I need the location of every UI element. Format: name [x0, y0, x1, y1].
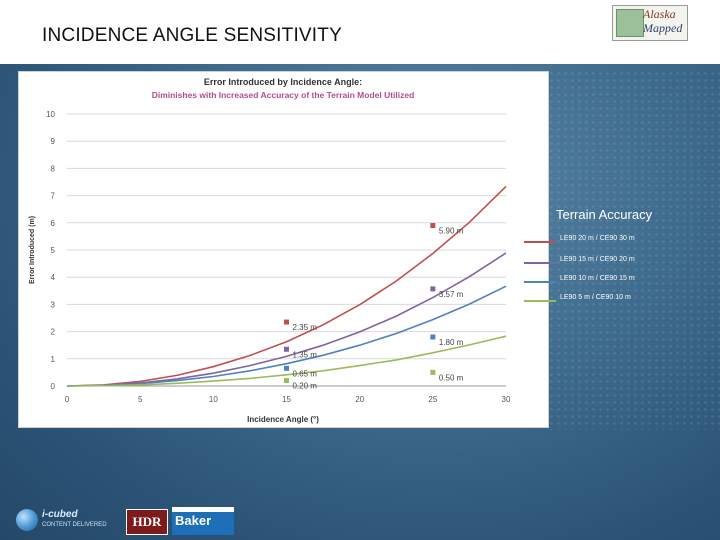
y-tick-label: 5 [51, 246, 56, 255]
chart-subtitle: Diminishes with Increased Accuracy of th… [152, 90, 415, 100]
globe-icon [16, 509, 38, 531]
slide-title: INCIDENCE ANGLE SENSITIVITY [42, 25, 342, 46]
baker-logo: Baker [172, 507, 234, 535]
icubed-tagline: CONTENT DELIVERED [42, 522, 107, 528]
hdr-logo: HDR [126, 509, 168, 535]
chart-title: Error Introduced by Incidence Angle: [204, 77, 362, 87]
x-tick-label: 5 [138, 395, 143, 404]
x-tick-label: 10 [209, 395, 218, 404]
x-tick-label: 25 [428, 395, 437, 404]
chart-panel: 0 1 2 3 4 5 6 7 8 9 10 0 5 10 15 20 25 30 Error Introduced… [18, 71, 549, 428]
y-tick-label: 2 [51, 328, 56, 337]
background-dot-pattern [548, 70, 720, 430]
x-axis-title: Incidence Angle (°) [247, 415, 319, 424]
legend-item: LE90 5 m / CE90 10 m [524, 294, 704, 308]
data-label: 1.35 m [293, 350, 318, 359]
y-tick-label: 7 [51, 192, 56, 201]
series-line [66, 185, 507, 387]
legend-label: LE90 20 m / CE90 30 m [560, 235, 635, 242]
y-tick-label: 8 [51, 164, 56, 173]
series-line [66, 335, 507, 387]
data-label: 1.80 m [439, 338, 464, 347]
map-icon [616, 9, 644, 37]
baker-stripe [172, 507, 234, 512]
legend-item: LE90 15 m / CE90 20 m [524, 256, 704, 270]
legend-label: LE90 5 m / CE90 10 m [560, 294, 631, 301]
data-point [430, 369, 436, 375]
data-point [430, 334, 436, 340]
data-point [430, 286, 436, 292]
baker-logo-text: Baker [175, 513, 212, 528]
legend-swatch [524, 241, 556, 243]
y-tick-label: 0 [51, 382, 56, 391]
icubed-logo: i-cubed CONTENT DELIVERED [16, 507, 116, 535]
legend-item: LE90 10 m / CE90 15 m [524, 275, 704, 289]
logo-text-mapped: Mapped [643, 21, 683, 35]
data-point [284, 378, 289, 384]
y-tick-label: 10 [46, 110, 55, 119]
legend-title: Terrain Accuracy [556, 207, 653, 222]
header-band [0, 0, 720, 64]
y-tick-label: 3 [51, 300, 56, 309]
legend-label: LE90 15 m / CE90 20 m [560, 256, 635, 263]
data-label: 0.50 m [439, 373, 464, 382]
legend-label: LE90 10 m / CE90 15 m [560, 275, 635, 282]
y-tick-label: 4 [51, 273, 56, 282]
series-line [66, 285, 507, 387]
y-tick-label: 6 [51, 219, 56, 228]
data-point [284, 319, 289, 325]
data-label: 5.90 m [439, 227, 464, 236]
alaska-mapped-logo: Alaska Mapped [612, 5, 688, 41]
legend-swatch [524, 262, 556, 264]
chart-svg: 0 1 2 3 4 5 6 7 8 9 10 0 5 10 15 20 25 30 Error Introduced… [29, 77, 511, 424]
legend-item: LE90 20 m / CE90 30 m [524, 235, 704, 249]
data-point [284, 365, 289, 371]
x-tick-label: 20 [355, 395, 364, 404]
icubed-name: i-cubed [42, 509, 78, 520]
data-point [284, 346, 289, 352]
y-tick-label: 1 [51, 355, 56, 364]
data-label: 0.65 m [293, 369, 318, 378]
y-tick-label: 9 [51, 137, 56, 146]
data-label: 3.57 m [439, 290, 464, 299]
legend-swatch [524, 281, 556, 283]
logo-text-alaska: Alaska [643, 7, 676, 21]
y-axis-title: Error Introduced (m) [29, 216, 36, 284]
x-tick-label: 0 [65, 395, 70, 404]
x-tick-label: 15 [282, 395, 291, 404]
data-label: 0.20 m [293, 382, 318, 391]
legend-swatch [524, 300, 556, 302]
x-tick-label: 30 [502, 395, 511, 404]
data-label: 2.35 m [293, 323, 318, 332]
data-point [430, 223, 436, 229]
